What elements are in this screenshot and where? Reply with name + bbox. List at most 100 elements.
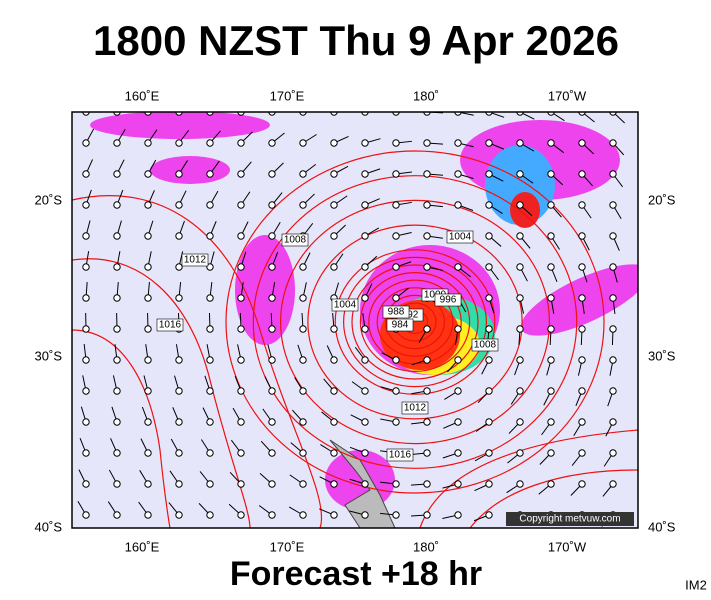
wind-station (547, 170, 555, 178)
wind-station (423, 356, 431, 364)
wind-station (485, 232, 493, 240)
isobar-label: 1004 (334, 300, 357, 311)
wind-station (268, 511, 276, 519)
wind-station (299, 294, 307, 302)
isobar-label: 1016 (389, 450, 412, 461)
wind-station (516, 418, 524, 426)
wind-station (237, 387, 245, 395)
wind-barbs (77, 112, 625, 527)
wind-station (82, 387, 90, 395)
wind-station (609, 201, 617, 209)
wind-station (423, 449, 431, 457)
wind-station (144, 325, 152, 333)
wind-station (206, 294, 214, 302)
wind-station (361, 511, 369, 519)
lon-label: 170˚W (548, 539, 587, 554)
wind-station (609, 325, 617, 333)
wind-station (82, 294, 90, 302)
wind-station (237, 232, 245, 240)
lat-label: 40˚S (648, 519, 676, 534)
isobar-label-box (386, 318, 414, 332)
isobar (72, 195, 323, 528)
isobar (225, 150, 605, 494)
wind-station (113, 511, 121, 519)
wind-station (206, 139, 214, 147)
wind-station (268, 232, 276, 240)
wind-station (237, 449, 245, 457)
isobar-label: 1012 (404, 403, 427, 414)
wind-station (175, 139, 183, 147)
wind-station (268, 387, 276, 395)
wind-station (299, 356, 307, 364)
isobar (72, 329, 171, 528)
wind-station (609, 263, 617, 271)
wind-station (144, 232, 152, 240)
wind-station (361, 480, 369, 488)
wind-station (299, 449, 307, 457)
wind-station (547, 294, 555, 302)
wind-station (516, 139, 524, 147)
isobar-label: 1008 (284, 235, 307, 246)
precip-area (235, 235, 295, 345)
wind-station (454, 356, 462, 364)
isobar (351, 264, 479, 380)
wind-station (268, 356, 276, 364)
wind-station (485, 418, 493, 426)
wind-station (82, 418, 90, 426)
wind-station (206, 511, 214, 519)
wind-station (485, 356, 493, 364)
wind-station (578, 418, 586, 426)
wind-station (392, 139, 400, 147)
wind-station (268, 480, 276, 488)
isobar (343, 256, 488, 388)
wind-station (516, 232, 524, 240)
copyright: Copyright metvuw.com (519, 514, 620, 525)
wind-station (547, 356, 555, 364)
wind-station (609, 294, 617, 302)
wind-station (330, 387, 338, 395)
isobar-label-box (386, 448, 414, 462)
isobar (376, 287, 454, 357)
wind-station (392, 480, 400, 488)
wind-station (144, 511, 152, 519)
lat-label: 30˚S (35, 348, 63, 363)
wind-station (609, 480, 617, 488)
lat-label: 40˚S (35, 519, 63, 534)
wind-station (609, 449, 617, 457)
isobar-label-box (471, 338, 499, 352)
wind-station (423, 232, 431, 240)
lon-label: 160˚E (125, 88, 160, 103)
wind-station (330, 356, 338, 364)
wind-station (485, 294, 493, 302)
wind-station (330, 201, 338, 209)
wind-station (516, 356, 524, 364)
wind-station (392, 356, 400, 364)
wind-station (454, 480, 462, 488)
wind-station (454, 511, 462, 519)
isobar-label-box (181, 253, 209, 267)
lon-label: 170˚E (270, 539, 305, 554)
wind-station (392, 387, 400, 395)
wind-station (144, 449, 152, 457)
wind-station (175, 263, 183, 271)
wind-station (547, 418, 555, 426)
wind-station (82, 449, 90, 457)
wind-station (330, 418, 338, 426)
wind-station (547, 201, 555, 209)
wind-station (485, 170, 493, 178)
wind-station (423, 418, 431, 426)
isobar-label: 984 (392, 320, 409, 331)
wind-station (454, 387, 462, 395)
wind-station (485, 387, 493, 395)
land (329, 439, 396, 528)
wind-station (578, 232, 586, 240)
wind-station (516, 263, 524, 271)
isobar (469, 469, 638, 528)
wind-station (578, 325, 586, 333)
wind-station (144, 480, 152, 488)
wind-station (485, 511, 493, 519)
wind-station (361, 449, 369, 457)
wind-station (485, 263, 493, 271)
wind-station (206, 263, 214, 271)
